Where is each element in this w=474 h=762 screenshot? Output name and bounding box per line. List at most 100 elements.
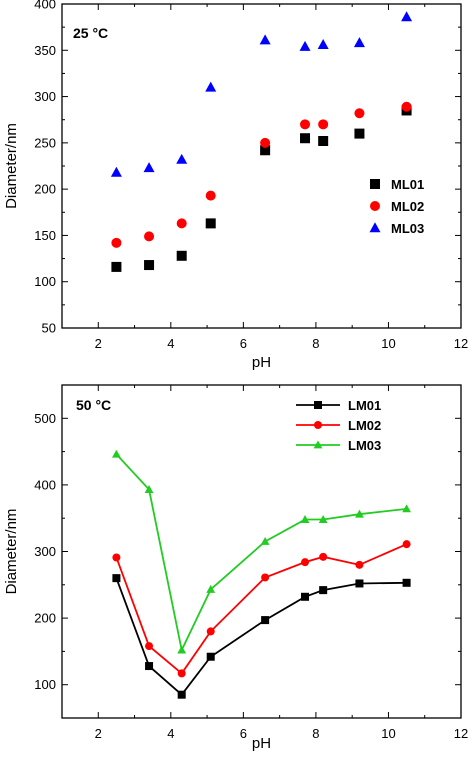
panel2-point-LM03 (177, 645, 187, 654)
panel2-x-tick-label: 2 (95, 726, 102, 741)
panel2-point-LM01 (145, 662, 154, 671)
panel1-point-ML03 (143, 162, 155, 173)
panel1-y-tick-label: 50 (42, 321, 56, 336)
panel2-point-LM03 (112, 449, 121, 458)
panel1-point-ML02 (318, 119, 329, 130)
panel2-legend-label-LM02: LM02 (348, 418, 381, 433)
panel2-x-tick-label: 10 (381, 726, 395, 741)
panel1-legend-marker-ML01 (370, 179, 380, 189)
panel1-point-ML02 (354, 108, 365, 119)
panel2-y-tick-label: 100 (34, 677, 56, 692)
panel2-point-LM02 (261, 573, 270, 582)
panel2-legend-label-LM01: LM01 (348, 398, 381, 413)
panel2-plot-frame (61, 384, 462, 719)
panel2-point-LM03 (318, 514, 328, 523)
panel1-point-ML02 (176, 218, 187, 229)
panel2-point-LM03 (206, 584, 216, 593)
panel2-point-LM03 (144, 485, 154, 493)
panel2-point-LM01 (261, 616, 270, 625)
panel2-point-LM02 (355, 560, 364, 569)
panel1-point-ML02 (401, 101, 412, 112)
panel2-point-LM01 (112, 574, 121, 583)
panel2-point-LM02 (402, 540, 411, 549)
panel2-x-tick-label: 8 (312, 726, 319, 741)
panel1-x-axis-label: pH (252, 354, 271, 371)
panel2-point-LM01 (355, 579, 364, 588)
panel1-point-ML01 (300, 133, 311, 144)
panel2-point-LM01 (402, 578, 411, 587)
panel2-point-LM01 (319, 586, 328, 595)
panel1-point-ML02 (144, 231, 155, 242)
panel1-point-ML01 (176, 250, 187, 261)
panel2-point-LM03 (300, 514, 310, 523)
panel2-point-LM03 (260, 536, 270, 545)
panel2-y-tick-label: 200 (34, 611, 56, 626)
panel2-point-LM02 (301, 558, 310, 567)
panel1-point-ML03 (259, 34, 271, 45)
panel1-x-tick-label: 12 (454, 336, 468, 351)
panel1-x-tick-label: 6 (240, 336, 247, 351)
panel1-plot-frame (61, 3, 462, 329)
panel2-legend-marker-LM02 (314, 421, 322, 429)
panel2-legend-marker-LM03 (313, 440, 323, 449)
panel2-point-LM02 (112, 553, 121, 562)
panel2-y-tick-label: 400 (34, 477, 56, 492)
panel2-series-line-LM01 (115, 577, 407, 697)
panel1-legend-label-ML01: ML01 (391, 177, 424, 192)
panel2-point-LM03 (355, 509, 364, 518)
panel2-point-LM02 (319, 552, 328, 561)
panel2-point-LM02 (145, 642, 154, 651)
panel2-point-LM01 (206, 652, 215, 661)
panel1-point-ML01 (260, 145, 271, 156)
panel2-point-LM01 (301, 592, 310, 601)
panel1-point-ML01 (205, 218, 216, 229)
panel1-legend-label-ML03: ML03 (391, 221, 424, 236)
panel1-y-tick-label: 300 (34, 89, 56, 104)
panel1-point-ML03 (205, 81, 217, 92)
panel1-y-tick-label: 150 (34, 228, 56, 243)
panel2-point-LM03 (402, 504, 411, 513)
panel1-y-tick-label: 250 (34, 135, 56, 150)
panel1-point-ML01 (318, 136, 329, 147)
panel1-legend-marker-ML02 (370, 201, 380, 211)
panel2-point-LM02 (177, 669, 186, 678)
panel1-point-ML02 (260, 137, 271, 148)
panel1-point-ML01 (354, 128, 365, 139)
panel2-y-axis-label: Diameter/nm (3, 509, 20, 595)
panel1-temperature-label: 25 °C (73, 25, 108, 41)
panel1-y-tick-label: 100 (34, 274, 56, 289)
panel1-point-ML01 (111, 261, 122, 272)
panel2-y-tick-label: 300 (34, 544, 56, 559)
panel1-y-axis-label: Diameter/nm (3, 123, 20, 209)
panel1-x-tick-label: 4 (167, 336, 174, 351)
panel1-legend-label-ML02: ML02 (391, 199, 424, 214)
panel2-y-tick-label: 500 (34, 411, 56, 426)
panel2-x-tick-label: 4 (167, 726, 174, 741)
panel2-legend-label-LM03: LM03 (348, 438, 381, 453)
panel1-x-tick-label: 10 (381, 336, 395, 351)
panel1-point-ML02 (300, 119, 311, 130)
panel1-point-ML03 (176, 153, 188, 164)
panel1-legend-marker-ML03 (369, 222, 381, 233)
panel2-point-LM01 (177, 690, 186, 699)
panel2-point-LM02 (206, 627, 215, 636)
panel1-point-ML02 (111, 237, 122, 248)
panel1-point-ML03 (110, 166, 122, 177)
panel1-point-ML01 (144, 260, 155, 271)
panel1-point-ML03 (353, 37, 365, 48)
panel1-y-tick-label: 350 (34, 43, 56, 58)
panel1-point-ML02 (205, 190, 216, 201)
panel2-x-axis-label: pH (252, 735, 271, 752)
panel1-x-tick-label: 2 (95, 336, 102, 351)
panel2-x-tick-label: 12 (454, 726, 468, 741)
panel2-legend-marker-LM01 (314, 401, 322, 409)
panel1-point-ML03 (317, 39, 329, 50)
panel2-temperature-label: 50 °C (76, 397, 111, 413)
panel1-point-ML03 (401, 11, 413, 22)
panel1-x-tick-label: 8 (312, 336, 319, 351)
panel1-y-tick-label: 400 (34, 0, 56, 12)
panel2-x-tick-label: 6 (240, 726, 247, 741)
panel1-y-tick-label: 200 (34, 182, 56, 197)
